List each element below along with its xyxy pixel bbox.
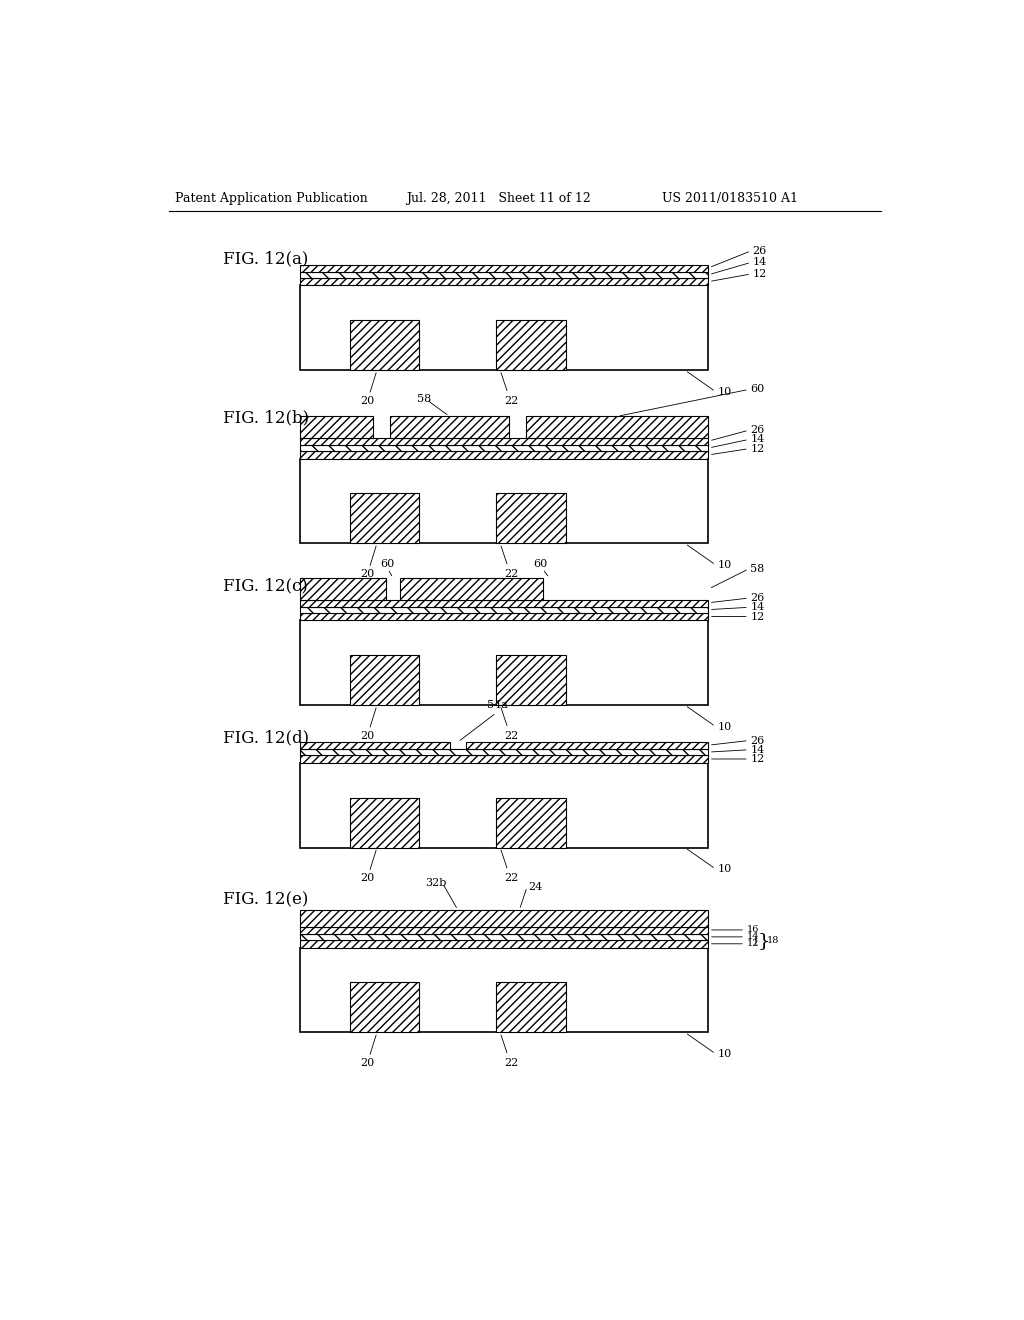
Bar (300, 742, 451, 748)
Text: 18: 18 (767, 936, 779, 945)
Text: 20: 20 (360, 874, 374, 883)
Text: 26: 26 (751, 593, 765, 603)
Text: 20: 20 (360, 396, 374, 407)
Text: 24: 24 (528, 882, 543, 892)
Bar (300, 285, 708, 370)
Bar (300, 612, 708, 620)
Text: 22: 22 (504, 874, 518, 883)
Bar (300, 748, 708, 755)
Bar (300, 755, 708, 763)
Text: FIG. 12(d): FIG. 12(d) (223, 730, 309, 747)
Text: 12: 12 (751, 611, 765, 622)
Bar (350, 797, 419, 847)
Bar (300, 948, 708, 1032)
Text: 10: 10 (717, 560, 731, 570)
Bar (350, 655, 419, 705)
Text: 10: 10 (717, 722, 731, 731)
Bar (300, 763, 708, 847)
Text: 32b: 32b (425, 878, 446, 888)
Text: 20: 20 (360, 731, 374, 741)
Text: 60: 60 (380, 560, 394, 569)
Text: 26: 26 (751, 425, 765, 436)
Text: 54a: 54a (487, 700, 508, 710)
Bar (300, 607, 708, 612)
Text: 10: 10 (717, 865, 731, 874)
Bar (350, 494, 419, 544)
Text: 60: 60 (534, 560, 548, 569)
Text: }: } (758, 932, 770, 949)
Text: 10: 10 (717, 387, 731, 397)
Text: Patent Application Publication: Patent Application Publication (175, 191, 368, 205)
Bar (300, 927, 708, 933)
Bar (350, 321, 419, 370)
Text: 58: 58 (417, 395, 431, 404)
Text: 22: 22 (504, 731, 518, 741)
Bar (300, 264, 708, 272)
Bar (300, 277, 708, 285)
Bar (300, 933, 708, 940)
Bar (300, 445, 708, 451)
Bar (497, 321, 565, 370)
Text: FIG. 12(e): FIG. 12(e) (223, 891, 308, 908)
Bar (497, 797, 565, 847)
Text: 22: 22 (504, 1059, 518, 1068)
Text: 14: 14 (751, 434, 765, 445)
Text: 12: 12 (751, 444, 765, 454)
Text: 12: 12 (746, 940, 759, 948)
Text: 16: 16 (746, 925, 759, 935)
Bar (300, 909, 708, 927)
Text: FIG. 12(b): FIG. 12(b) (223, 409, 309, 426)
Bar (300, 620, 708, 705)
Bar (350, 982, 419, 1032)
Text: US 2011/0183510 A1: US 2011/0183510 A1 (662, 191, 798, 205)
Text: 22: 22 (504, 396, 518, 407)
Text: 58: 58 (751, 564, 765, 574)
Bar (300, 459, 708, 544)
Bar (300, 272, 708, 277)
Text: 14: 14 (753, 257, 767, 268)
Text: Jul. 28, 2011   Sheet 11 of 12: Jul. 28, 2011 Sheet 11 of 12 (407, 191, 591, 205)
Text: 12: 12 (753, 269, 767, 279)
Text: FIG. 12(c): FIG. 12(c) (223, 577, 308, 594)
Bar (300, 451, 708, 459)
Text: 60: 60 (751, 384, 765, 395)
Text: 14: 14 (751, 602, 765, 612)
Bar (497, 982, 565, 1032)
Bar (497, 494, 565, 544)
Text: 26: 26 (751, 735, 765, 746)
Bar (300, 438, 708, 445)
Text: 12: 12 (751, 754, 765, 764)
Bar (526, 416, 708, 438)
Text: 20: 20 (360, 569, 374, 579)
Text: 20: 20 (360, 1059, 374, 1068)
Text: 22: 22 (504, 569, 518, 579)
Text: 26: 26 (753, 246, 767, 256)
Text: 14: 14 (751, 744, 765, 755)
Text: 14: 14 (746, 932, 759, 941)
Bar (300, 416, 373, 438)
Bar (390, 416, 509, 438)
Bar (300, 578, 386, 599)
Bar (300, 940, 708, 948)
Text: FIG. 12(a): FIG. 12(a) (223, 249, 308, 267)
Text: 10: 10 (717, 1049, 731, 1059)
Bar (466, 742, 708, 748)
Bar (497, 655, 565, 705)
Bar (300, 599, 708, 607)
Bar (400, 578, 543, 599)
